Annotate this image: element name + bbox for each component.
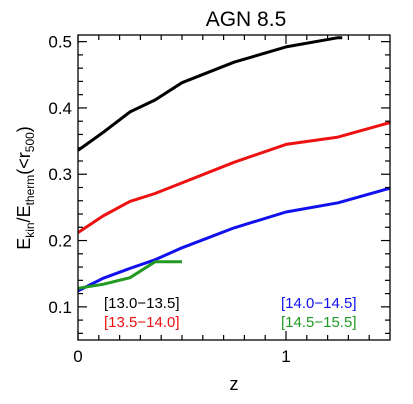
- series-line-0: [77, 36, 343, 152]
- y-tick-label: 0.3: [48, 165, 72, 184]
- y-tick-label: 0.1: [48, 298, 72, 317]
- y-label-mid: /E: [14, 205, 34, 222]
- tick-layer: 0.1 0.2 0.3 0.4 0.5 0 1: [48, 33, 390, 366]
- legend-entry-13-0-13-5: [13.0−13.5]: [104, 295, 179, 312]
- series-line-2: [77, 186, 391, 293]
- x-tick-label: 1: [281, 347, 290, 366]
- y-label-sub-therm: therm: [23, 175, 37, 206]
- y-axis-label: Ekin/Etherm(<r500): [14, 126, 37, 250]
- series-line-1: [77, 121, 391, 234]
- series-line-3: [77, 260, 182, 290]
- plot-frame: [77, 34, 391, 341]
- legend-entry-14-0-14-5: [14.0−14.5]: [281, 295, 356, 312]
- x-tick-label: 0: [73, 347, 82, 366]
- legend-entry-13-5-14-0: [13.5−14.0]: [104, 314, 179, 331]
- y-label-sub-kin: kin: [23, 222, 37, 237]
- series-layer: [77, 36, 391, 293]
- y-label-post: (<r: [14, 152, 34, 175]
- x-axis-label: z: [230, 374, 239, 394]
- y-tick-label: 0.5: [48, 33, 72, 52]
- y-label-close: ): [14, 126, 34, 132]
- legend-entry-14-5-15-5: [14.5−15.5]: [281, 314, 356, 331]
- y-tick-label: 0.2: [48, 232, 72, 251]
- y-label-sub-500: 500: [23, 132, 37, 152]
- y-tick-label: 0.4: [48, 99, 72, 118]
- y-label-main: E: [14, 238, 34, 250]
- chart-title: AGN 8.5: [206, 8, 287, 31]
